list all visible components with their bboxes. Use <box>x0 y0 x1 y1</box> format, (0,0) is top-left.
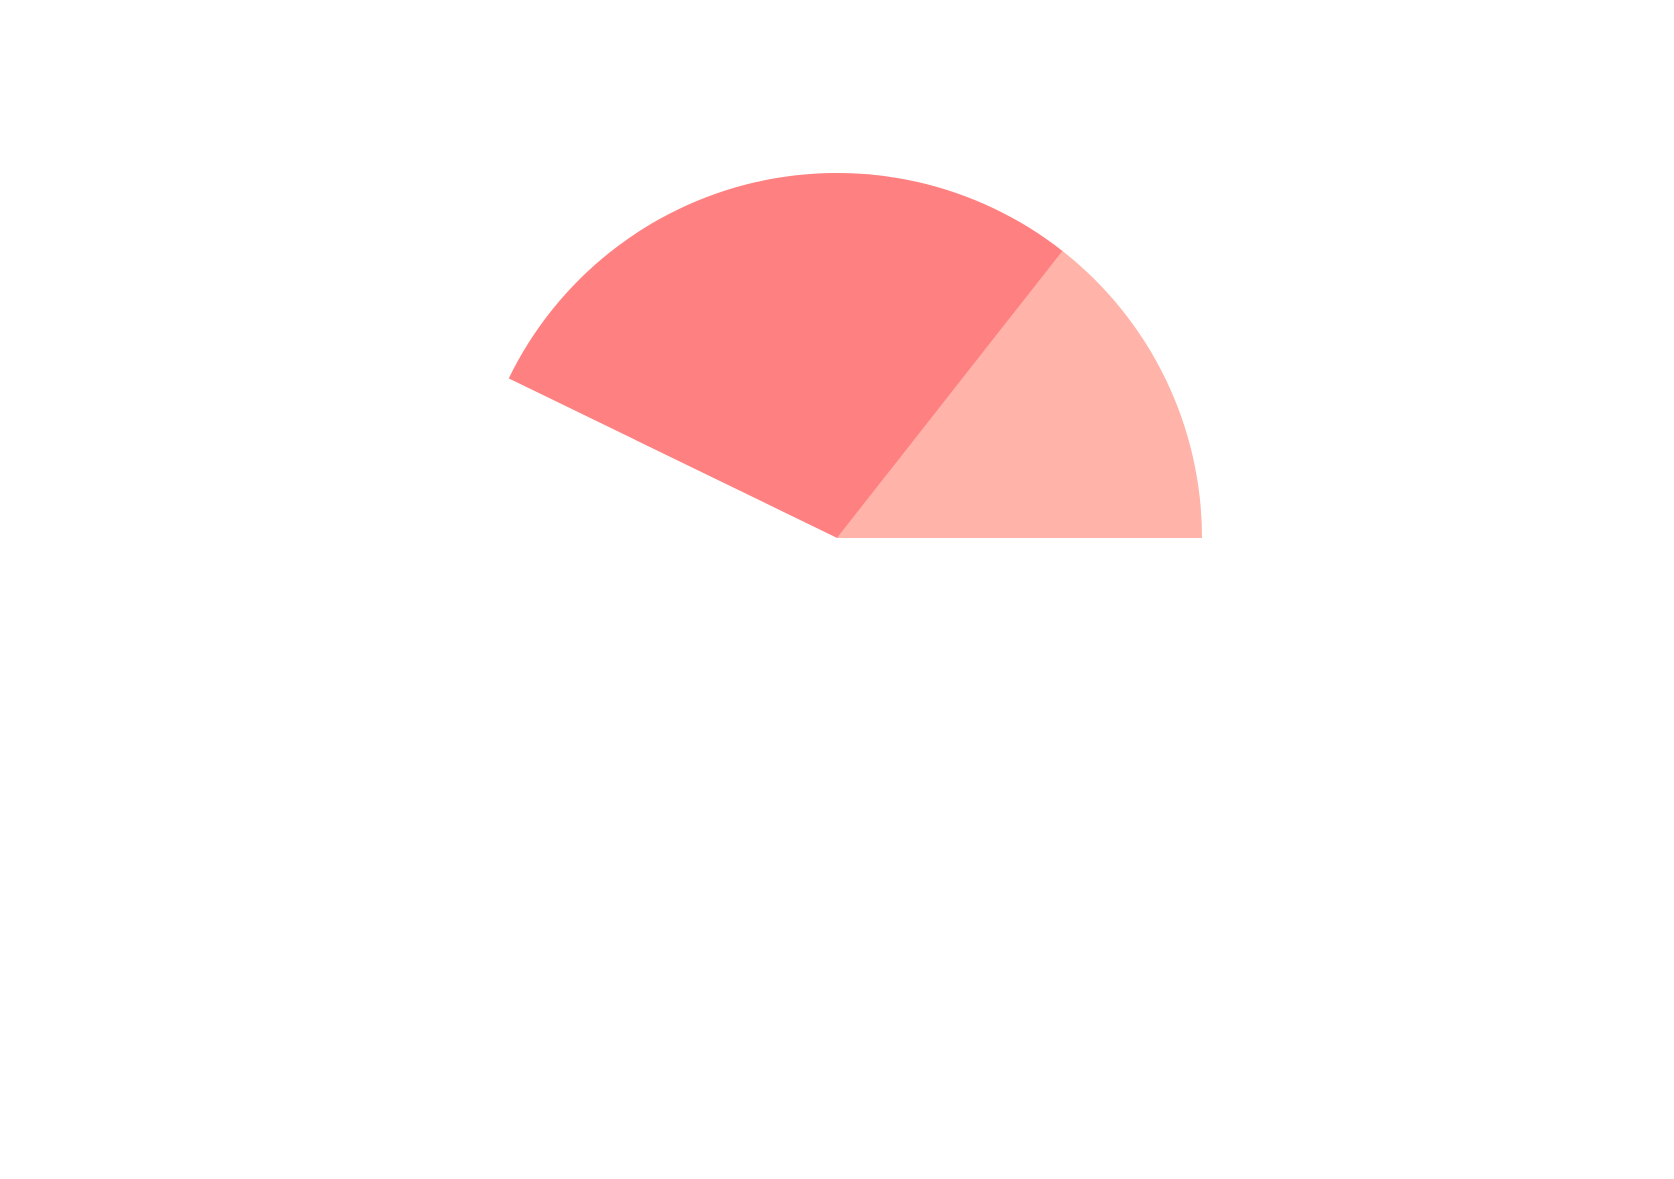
pie-slice-1 <box>837 251 1202 538</box>
pie-slice-3 <box>472 378 1202 904</box>
pie-slice-2 <box>508 172 1063 539</box>
pie-slices <box>472 172 1202 904</box>
